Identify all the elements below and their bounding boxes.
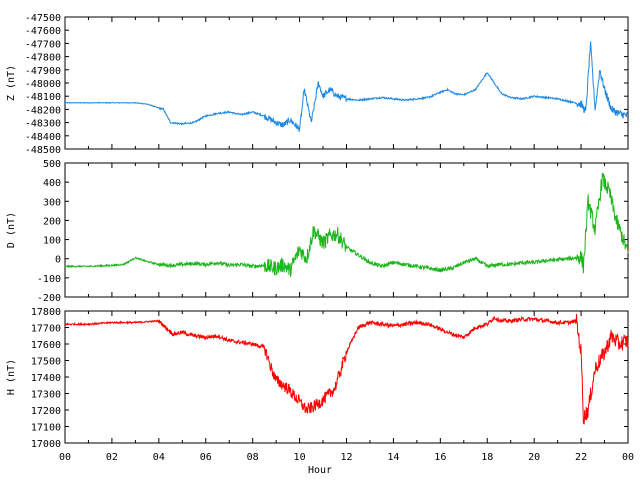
h-y-tick-label: 17700 bbox=[31, 324, 61, 335]
d-y-tick-label: 300 bbox=[43, 197, 61, 208]
x-tick-label: 18 bbox=[481, 452, 493, 463]
d-axis-label: D (nT) bbox=[6, 212, 17, 248]
h-plot-frame bbox=[64, 310, 629, 444]
x-tick-label: 22 bbox=[575, 452, 587, 463]
x-tick-label: 20 bbox=[528, 452, 540, 463]
x-tick-labels: 00 02 04 06 08 10 12 14 16 18 20 22 00 bbox=[59, 452, 634, 463]
z-plot-frame bbox=[64, 16, 629, 150]
z-series-line bbox=[64, 41, 629, 132]
x-tick-label: 16 bbox=[434, 452, 446, 463]
x-axis-label: Hour bbox=[308, 465, 332, 476]
z-y-tick-label: -47600 bbox=[25, 26, 61, 37]
d-y-tick-label: 100 bbox=[43, 236, 61, 247]
z-y-tick-label: -47700 bbox=[25, 39, 61, 50]
h-y-tick-label: 17000 bbox=[31, 439, 61, 450]
x-tick-label: 10 bbox=[294, 452, 306, 463]
z-y-ticks: -47500 -47600 -47700 -47800 -47900 -48000 -481… bbox=[25, 13, 628, 156]
z-y-tick-label: -48500 bbox=[25, 145, 61, 156]
x-tick-label: 00 bbox=[59, 452, 71, 463]
z-y-tick-label: -47800 bbox=[25, 53, 61, 64]
z-y-tick-label: -47900 bbox=[25, 66, 61, 77]
h-y-ticks: 17800 17700 17600 17500 17400 17300 17200 17100… bbox=[31, 307, 628, 450]
x-tick-label: 06 bbox=[200, 452, 212, 463]
d-y-tick-label: 0 bbox=[55, 255, 61, 266]
z-y-tick-label: -48300 bbox=[25, 119, 61, 130]
d-y-tick-label: -200 bbox=[37, 293, 61, 304]
z-y-tick-label: -48100 bbox=[25, 92, 61, 103]
z-x-ticks bbox=[64, 17, 629, 149]
x-tick-label: 08 bbox=[247, 452, 259, 463]
d-y-tick-label: -100 bbox=[37, 274, 61, 285]
z-y-tick-label: -48200 bbox=[25, 105, 61, 116]
h-y-tick-label: 17800 bbox=[31, 307, 61, 318]
h-axis-label: H (nT) bbox=[6, 359, 17, 395]
d-plot-frame bbox=[64, 162, 629, 298]
d-x-ticks bbox=[64, 163, 629, 297]
h-series-line bbox=[64, 313, 629, 425]
h-y-tick-label: 17200 bbox=[31, 406, 61, 417]
h-y-tick-label: 17300 bbox=[31, 390, 61, 401]
z-y-tick-label: -48400 bbox=[25, 132, 61, 143]
d-y-tick-label: 200 bbox=[43, 216, 61, 227]
x-tick-label: 12 bbox=[340, 452, 352, 463]
d-y-tick-label: 500 bbox=[43, 159, 61, 170]
h-y-tick-label: 17500 bbox=[31, 357, 61, 368]
z-axis-label: Z (nT) bbox=[6, 65, 17, 101]
h-x-ticks bbox=[64, 311, 629, 443]
h-y-tick-label: 17400 bbox=[31, 373, 61, 384]
x-tick-label: 02 bbox=[106, 452, 118, 463]
z-panel: Z (nT) -47500 -47600 -47700 -47800 -47900 -48… bbox=[6, 13, 629, 156]
z-y-tick-label: -48000 bbox=[25, 79, 61, 90]
z-y-tick-label: -47500 bbox=[25, 13, 61, 24]
h-panel: H (nT) 17800 17700 17600 17500 17400 17300 172… bbox=[6, 307, 634, 463]
x-tick-label: 04 bbox=[153, 452, 165, 463]
h-y-tick-label: 17100 bbox=[31, 423, 61, 434]
d-y-ticks: 500 400 300 200 100 0 -100 -200 bbox=[37, 159, 628, 304]
d-y-tick-label: 400 bbox=[43, 178, 61, 189]
x-tick-label: 00 bbox=[622, 452, 634, 463]
h-y-tick-label: 17600 bbox=[31, 340, 61, 351]
d-panel: D (nT) 500 400 300 200 100 0 -100 -200 bbox=[6, 159, 629, 304]
x-tick-label: 14 bbox=[387, 452, 399, 463]
d-series-line bbox=[64, 172, 629, 277]
